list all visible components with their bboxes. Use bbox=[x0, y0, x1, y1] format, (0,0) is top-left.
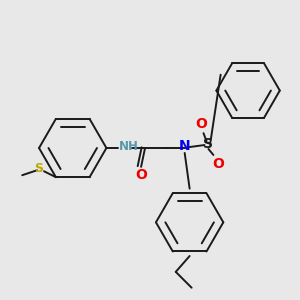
Text: O: O bbox=[212, 157, 224, 171]
Text: S: S bbox=[203, 137, 214, 151]
Text: O: O bbox=[135, 168, 147, 182]
Text: NH: NH bbox=[119, 140, 139, 152]
Text: N: N bbox=[179, 139, 190, 153]
Text: S: S bbox=[34, 162, 43, 175]
Text: O: O bbox=[196, 117, 208, 131]
